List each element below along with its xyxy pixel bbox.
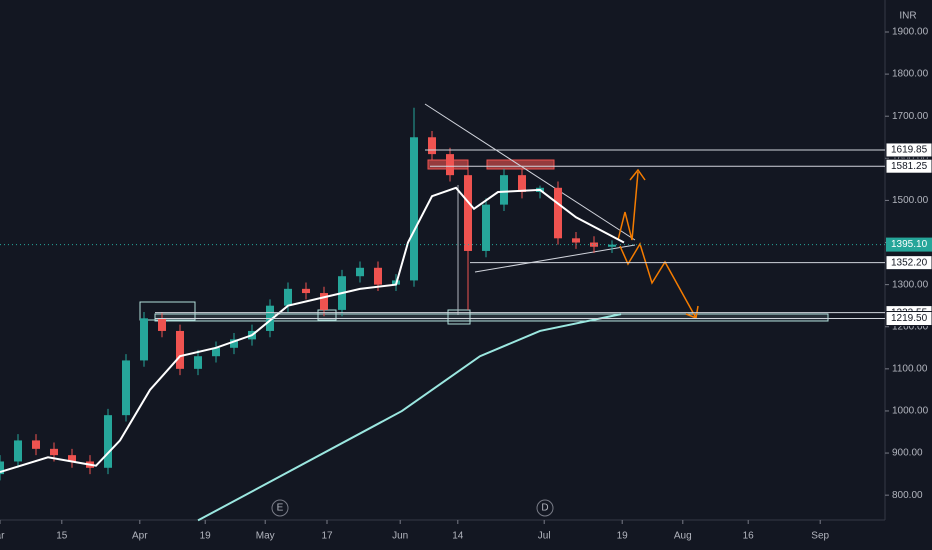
x-tick-label: Apr [132, 531, 148, 542]
event-icon[interactable] [271, 499, 289, 517]
x-tick-label: 19 [200, 531, 212, 542]
candle-body [464, 175, 472, 251]
x-tick-label: ar [0, 531, 5, 542]
price-label: 1352.20 [891, 257, 928, 268]
candle-body [50, 448, 58, 456]
x-tick-label: Jul [538, 531, 551, 542]
x-tick-label: 14 [452, 531, 464, 542]
candle-body [32, 440, 40, 449]
price-label: 1619.85 [891, 145, 928, 156]
zone-box [139, 301, 196, 321]
y-tick-label: 1700.00 [892, 111, 929, 122]
candle-body [500, 175, 508, 205]
candle-body [572, 238, 580, 243]
x-tick-label: 17 [321, 531, 333, 542]
y-tick-label: 1000.00 [892, 406, 929, 417]
candle-body [608, 244, 616, 247]
candle-body [0, 461, 4, 475]
candle-body [410, 137, 418, 281]
x-tick-label: 19 [617, 531, 629, 542]
y-tick-label: 1800.00 [892, 69, 929, 80]
dividend-marker[interactable]: D [541, 503, 548, 514]
x-tick-label: Aug [674, 531, 692, 542]
y-tick-label: 1100.00 [892, 363, 928, 374]
last-price-box [886, 237, 932, 252]
dividend-icon[interactable] [536, 499, 554, 517]
y-tick-label: 1300.00 [892, 279, 929, 290]
moving-average [0, 186, 625, 473]
y-tick-label: 900.00 [892, 448, 923, 459]
zone-box [447, 309, 471, 325]
price-label: 1581.25 [891, 161, 928, 172]
candle-body [68, 455, 76, 462]
candle-body [284, 288, 292, 306]
event-marker[interactable]: E [277, 503, 284, 514]
candle-body [554, 187, 562, 239]
y-tick-label: 1900.00 [892, 27, 929, 38]
candle-body [356, 267, 364, 277]
candle-body [446, 154, 454, 176]
candle-body [194, 356, 202, 369]
x-tick-label: May [256, 531, 275, 542]
candle-body [230, 339, 238, 348]
candle-body [320, 293, 328, 310]
candle-body [302, 288, 310, 294]
moving-average [197, 313, 622, 522]
trendline [474, 244, 636, 273]
candle-body [428, 137, 436, 155]
price-label-box [885, 255, 932, 271]
arrow-head [629, 168, 646, 181]
candle-body [590, 242, 598, 247]
zone-box [317, 309, 337, 321]
arrow-head [685, 305, 699, 320]
x-tick-label: 16 [743, 531, 755, 542]
candle-body [14, 440, 22, 462]
price-label-box [885, 158, 932, 174]
candle-body [518, 175, 526, 192]
price-label-box [885, 311, 932, 327]
candle-body [140, 318, 148, 361]
resistance-box [486, 159, 555, 170]
candle-body [212, 347, 220, 357]
candle-body [158, 318, 166, 331]
price-label-box [885, 142, 932, 158]
trendline [424, 103, 636, 241]
candle-body [176, 330, 184, 369]
projection-arrow [619, 242, 697, 319]
support-zone [154, 313, 829, 322]
candle-body [122, 360, 130, 416]
y-tick-label: 800.00 [892, 490, 923, 501]
currency-label: INR [899, 11, 916, 22]
candle-body [482, 204, 490, 251]
y-tick-label: 1500.00 [892, 195, 929, 206]
drawings [0, 103, 829, 522]
projection-arrow [617, 171, 639, 241]
candle-body [104, 415, 112, 468]
x-tick-label: Sep [811, 531, 829, 542]
y-tick-label: 1600.00 [892, 153, 929, 164]
price-label: 1219.50 [891, 313, 928, 324]
candle-body [374, 267, 382, 285]
y-tick-label: 1200.00 [892, 321, 929, 332]
x-tick-label: Jun [392, 531, 408, 542]
last-price-label: 1395.10 [891, 239, 928, 250]
x-tick-label: 15 [56, 531, 68, 542]
